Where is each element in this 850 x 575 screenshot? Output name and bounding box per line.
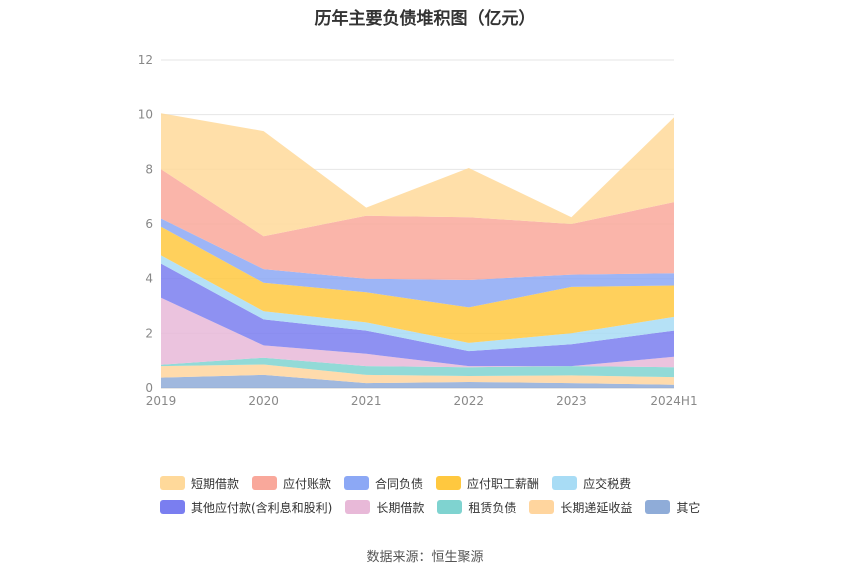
y-tick-label: 2 xyxy=(145,326,153,340)
x-tick-label: 2022 xyxy=(454,394,485,408)
legend-item[interactable]: 其它 xyxy=(645,499,700,516)
legend-item[interactable]: 租赁负债 xyxy=(437,499,516,516)
area-series xyxy=(161,263,674,367)
legend-label: 长期借款 xyxy=(376,500,425,515)
legend-item[interactable]: 长期借款 xyxy=(345,499,424,516)
area-series xyxy=(161,169,674,280)
legend-item[interactable]: 合同负债 xyxy=(344,475,423,492)
x-tick-label: 2021 xyxy=(351,394,382,408)
legend-row: 其他应付款(含利息和股利) 长期借款 租赁负债 长期递延收益 其它 xyxy=(160,495,720,519)
chart-title: 历年主要负债堆积图（亿元） xyxy=(314,9,536,29)
area-series xyxy=(161,218,674,308)
chart-legend: 短期借款 应付账款 合同负债 应付职工薪酬 应交税费其他应付款(含利息和股利) 长期借款 租… xyxy=(160,471,720,519)
area-series xyxy=(161,113,674,237)
legend-label: 租赁负债 xyxy=(468,500,517,515)
y-tick-label: 6 xyxy=(145,217,153,231)
x-tick-label: 2023 xyxy=(556,394,587,408)
legend-item[interactable]: 长期递延收益 xyxy=(529,499,632,516)
legend-label: 短期借款 xyxy=(191,476,240,491)
y-tick-label: 10 xyxy=(138,108,153,122)
legend-swatch xyxy=(552,476,578,490)
area-series xyxy=(161,374,674,388)
x-tick-label: 2019 xyxy=(146,394,177,408)
data-source: 数据来源：恒生聚源 xyxy=(366,550,484,565)
legend-item[interactable]: 应交税费 xyxy=(552,475,631,492)
legend-item[interactable]: 短期借款 xyxy=(160,475,239,492)
legend-item[interactable]: 应付账款 xyxy=(252,475,331,492)
legend-label: 其他应付款(含利息和股利) xyxy=(191,500,333,515)
legend-swatch xyxy=(529,500,555,514)
area-series xyxy=(161,357,674,378)
legend-item[interactable]: 其他应付款(含利息和股利) xyxy=(160,499,332,516)
legend-item[interactable]: 应付职工薪酬 xyxy=(436,475,539,492)
area-series xyxy=(161,226,674,343)
x-tick-label: 2024H1 xyxy=(650,394,697,408)
legend-swatch xyxy=(436,476,462,490)
y-tick-label: 8 xyxy=(145,162,153,176)
legend-label: 应付账款 xyxy=(283,476,332,491)
legend-swatch xyxy=(160,500,185,514)
y-tick-label: 0 xyxy=(145,381,153,395)
legend-label: 应付职工薪酬 xyxy=(467,476,540,491)
legend-swatch xyxy=(344,476,370,490)
legend-label: 应交税费 xyxy=(583,476,632,491)
legend-swatch xyxy=(437,500,463,514)
x-tick-label: 2020 xyxy=(248,394,279,408)
legend-label: 合同负债 xyxy=(375,476,424,491)
y-tick-label: 4 xyxy=(145,272,153,286)
y-tick-label: 12 xyxy=(138,53,153,67)
legend-swatch xyxy=(160,476,185,490)
legend-swatch xyxy=(252,476,278,490)
legend-label: 长期递延收益 xyxy=(560,500,633,515)
legend-label: 其它 xyxy=(676,500,701,515)
area-series xyxy=(161,364,674,385)
area-series xyxy=(161,297,674,368)
legend-row: 短期借款 应付账款 合同负债 应付职工薪酬 应交税费 xyxy=(160,471,720,495)
legend-swatch xyxy=(645,500,671,514)
stacked-area-chart: 0 2 4 6 8 10 12 2019 2020 2021 2022 2023 2024H1 xyxy=(138,53,698,408)
legend-swatch xyxy=(345,500,371,514)
